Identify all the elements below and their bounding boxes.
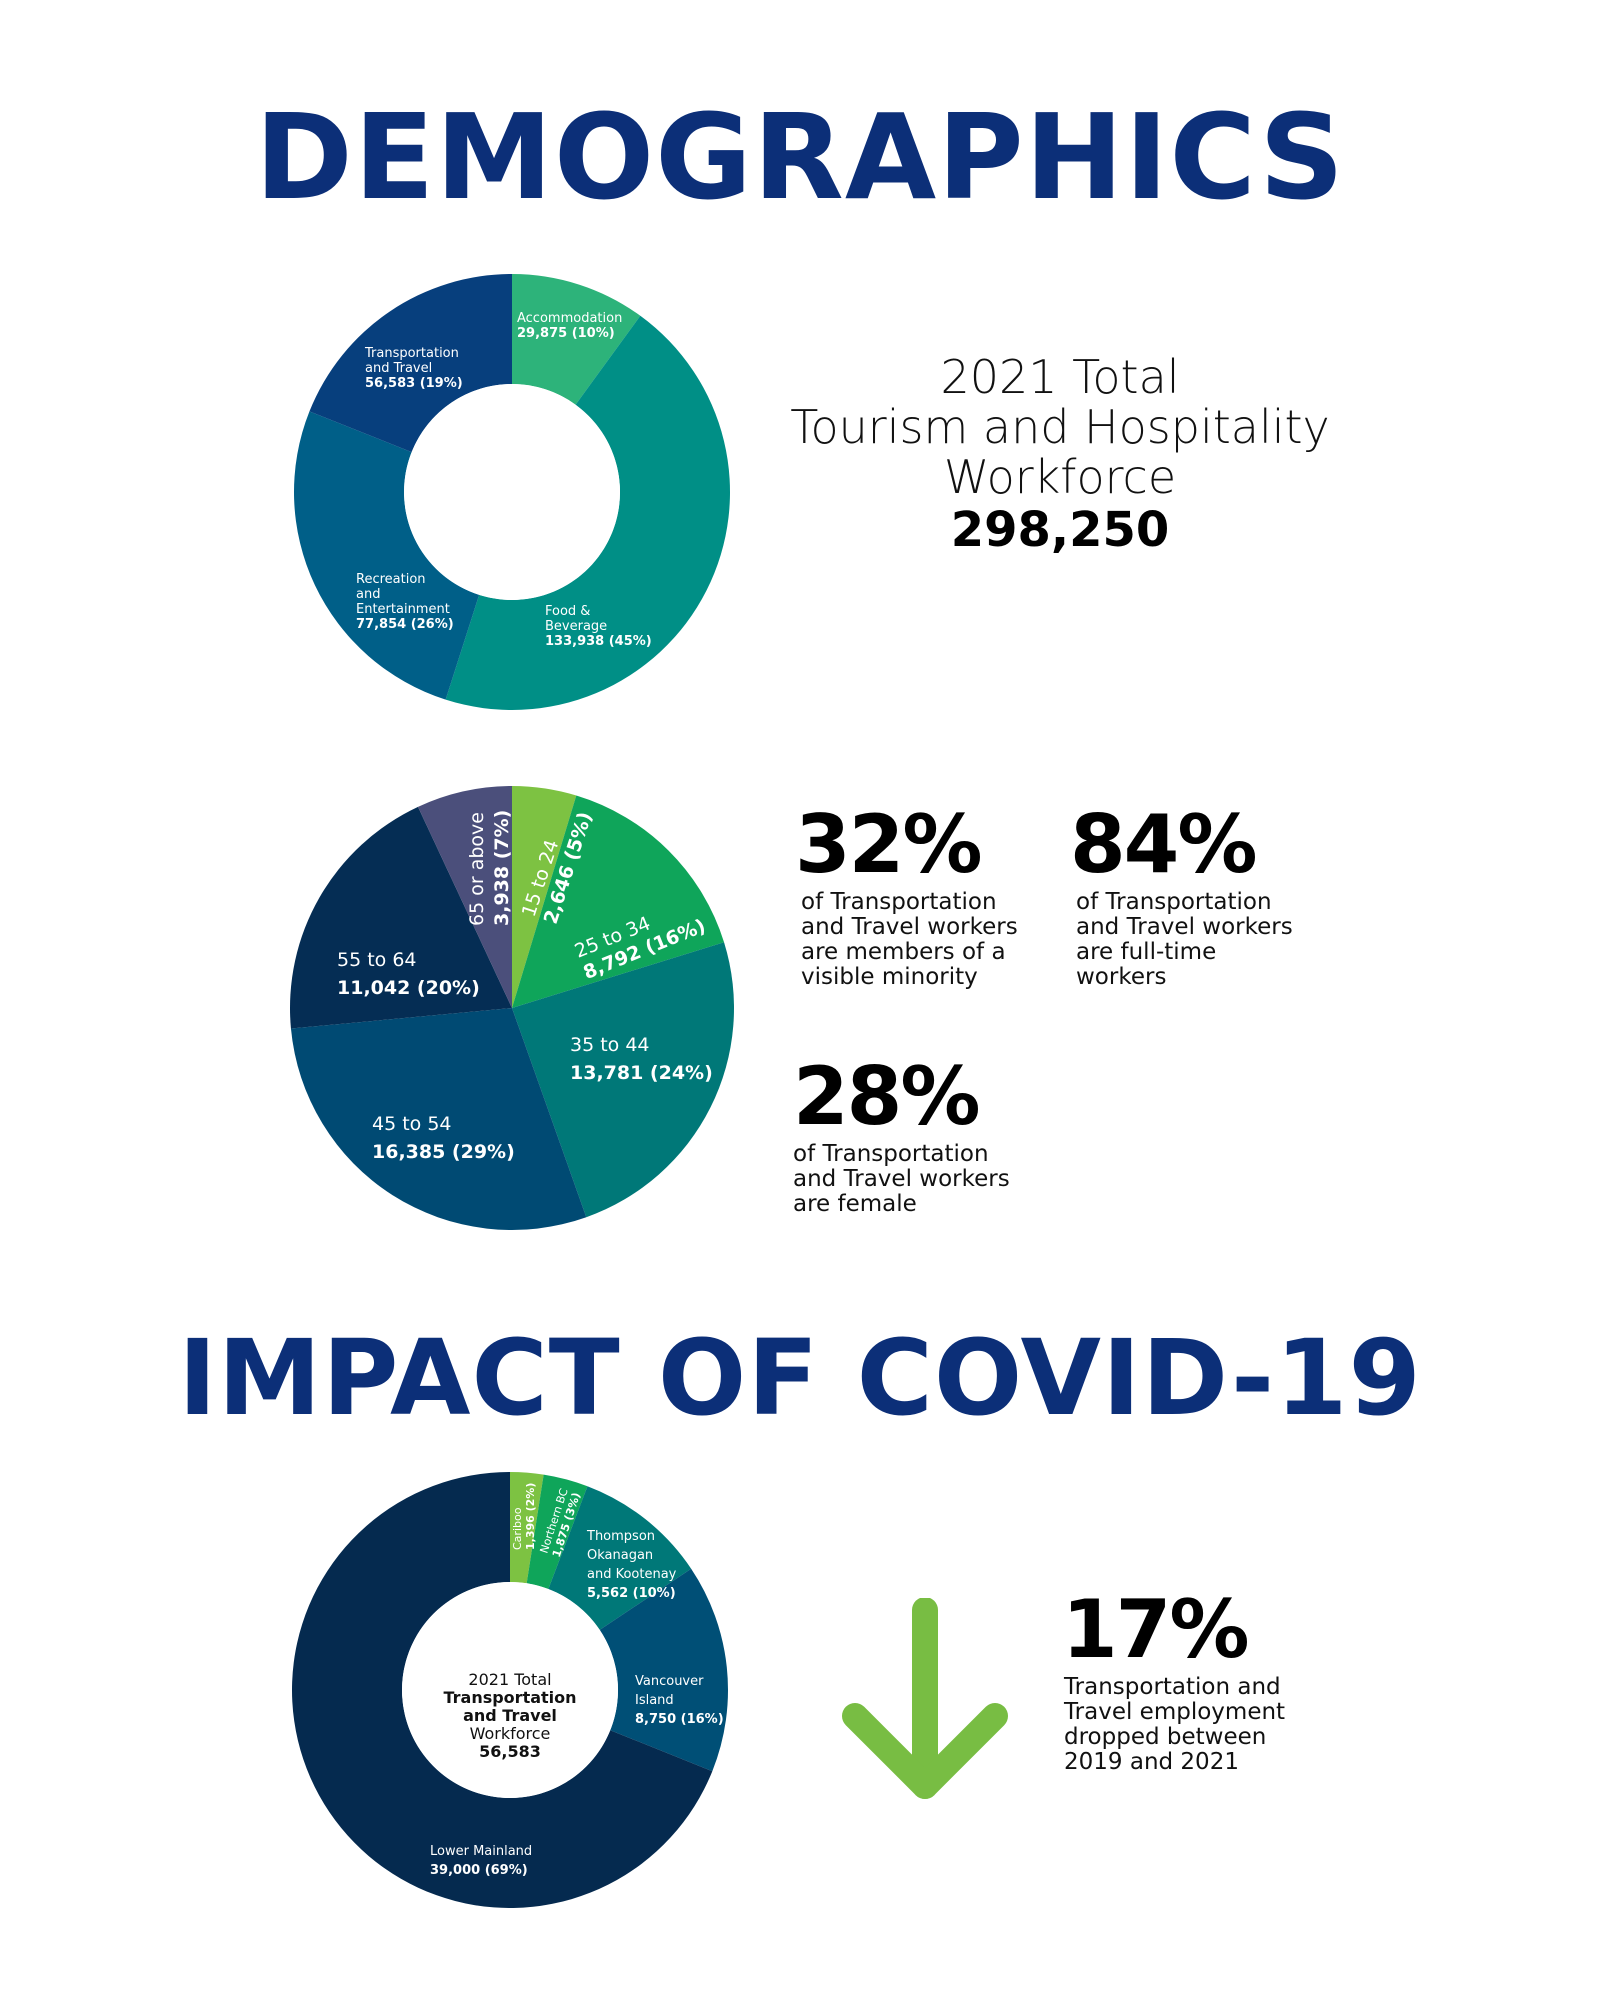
- slice-recreation-and-entertainment: [293, 411, 480, 700]
- demographics-heading: DEMOGRAPHICS: [254, 88, 1346, 226]
- total-workforce-line-2: Tourism and Hospitality: [790, 400, 1330, 454]
- female-stat: 28% of Transportation and Travel workers…: [793, 1052, 1053, 1217]
- slice-15-to-24: [512, 786, 577, 1008]
- label-vancouver-island: Vancouver Island 8,750 (16%): [635, 1674, 724, 1727]
- slice-55-to-64: [290, 806, 512, 1029]
- female-text: of Transportation and Travel workers are…: [793, 1141, 1010, 1217]
- visible-minority-text: of Transportation and Travel workers are…: [801, 889, 1018, 990]
- total-workforce-line-1: 2021 Total: [940, 350, 1180, 404]
- total-workforce-block: 2021 Total Tourism and Hospitality Workf…: [780, 352, 1340, 558]
- label-55-to-64: 55 to 64 11,042 (20%): [337, 949, 480, 999]
- slice-65-or-above: [417, 786, 512, 1008]
- employment-drop-text: Transportation and Travel employment dro…: [1064, 1674, 1286, 1775]
- label-45-to-54: 45 to 54 16,385 (29%): [372, 1113, 515, 1163]
- age-distribution-pie-chart: 15 to 242,646 (5%)25 to 348,792 (16%)35 …: [290, 786, 734, 1230]
- slice-northern-bc: [526, 1474, 588, 1590]
- label-65-or-above: 65 or above 3,938 (7%): [466, 810, 513, 926]
- female-value: 28%: [793, 1050, 980, 1143]
- label-recreation-entertainment: Recreation and Entertainment 77,854 (26%): [356, 572, 454, 632]
- visible-minority-stat: 32% of Transportation and Travel workers…: [795, 800, 1055, 990]
- full-time-stat: 84% of Transportation and Travel workers…: [1070, 800, 1330, 990]
- label-lower-mainland: Lower Mainland 39,000 (69%): [430, 1844, 532, 1878]
- center-total-label: 2021 Total Transportation and Travel Workfo…: [443, 1670, 576, 1761]
- covid-impact-heading: IMPACT OF COVID-19: [178, 1317, 1422, 1439]
- employment-drop-value: 17%: [1062, 1583, 1249, 1676]
- slice-vancouver-island: [599, 1568, 728, 1772]
- full-time-text: of Transportation and Travel workers are…: [1076, 889, 1293, 990]
- employment-drop-stat: 17% Transportation and Travel employment…: [1062, 1585, 1342, 1775]
- full-time-value: 84%: [1070, 798, 1257, 891]
- label-35-to-44: 35 to 44 13,781 (24%): [570, 1034, 713, 1084]
- slice-food-beverage: [445, 315, 730, 710]
- label-food-beverage: Food & Beverage 133,938 (45%): [545, 604, 652, 649]
- slice-lower-mainland: [292, 1472, 713, 1908]
- label-accommodation: Accommodation 29,875 (10%): [517, 311, 622, 341]
- label-thompson-okanagan-kootenay: Thompson Okanagan and Kootenay 5,562 (10%): [586, 1529, 677, 1601]
- donut-hole: [404, 384, 620, 600]
- total-workforce-line-3: Workforce: [943, 450, 1177, 504]
- slice-25-to-34: [512, 795, 725, 1008]
- label-cariboo: Cariboo1,396 (2%): [511, 1483, 537, 1550]
- visible-minority-value: 32%: [795, 798, 982, 891]
- slice-accommodation: [512, 274, 641, 405]
- slice-thompson-okanagan-and-kootenay: [548, 1486, 692, 1630]
- arrow-down-icon: [842, 1598, 1008, 1799]
- workforce-by-sector-donut-chart: Accommodation 29,875 (10%) Food & Beverage 1…: [293, 274, 730, 710]
- total-workforce-value: 298,250: [950, 502, 1170, 558]
- region-donut-chart: Cariboo1,396 (2%) Northern BC1,875 (3%) Th…: [292, 1472, 728, 1908]
- label-transportation-travel: Transportation and Travel 56,583 (19%): [364, 346, 463, 391]
- slice-45-to-54: [290, 1008, 587, 1230]
- slice-cariboo: [510, 1472, 544, 1584]
- slice-35-to-44: [512, 942, 734, 1218]
- slice-transportation-and-travel: [309, 274, 512, 453]
- donut-hole: [402, 1582, 618, 1798]
